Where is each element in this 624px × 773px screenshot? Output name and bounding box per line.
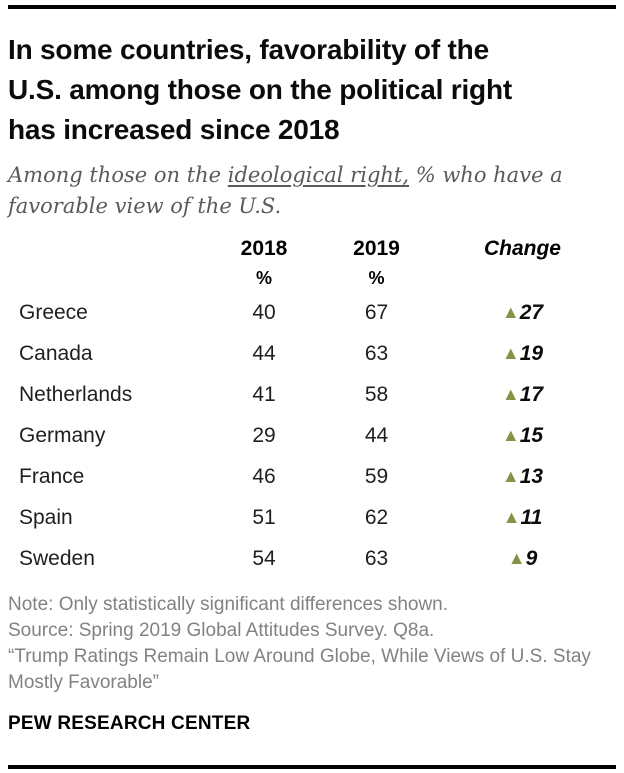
change-cell: ▲17 — [439, 383, 606, 407]
chart-card: In some countries, favorability of the U… — [0, 5, 624, 773]
country-label: Germany — [19, 423, 106, 447]
note-text: Note: Only statistically significant dif… — [8, 594, 449, 615]
subtitle-prefix: Among those on the — [8, 163, 228, 187]
page-title: In some countries, favorability of the U… — [8, 34, 512, 145]
table-row: Canada 44 63 ▲19 — [19, 333, 606, 374]
value-2019: 63 — [364, 546, 389, 570]
value-2018: 41 — [252, 382, 276, 406]
bottom-divider — [8, 765, 616, 769]
change-cell: ▲15 — [439, 424, 606, 448]
change-value: 19 — [519, 341, 544, 365]
country-label: Greece — [19, 300, 88, 324]
column-header-change: Change — [483, 237, 561, 260]
table-row: Germany 29 44 ▲15 — [19, 415, 606, 456]
table-row: Spain 51 62 ▲11 — [19, 497, 606, 538]
value-2018: 54 — [252, 546, 276, 570]
change-value: 9 — [525, 546, 538, 570]
source-text: Source: Spring 2019 Global Attitudes Sur… — [8, 620, 435, 641]
up-triangle-icon: ▲ — [501, 342, 520, 363]
table-row: Sweden 54 63 ▲9 — [19, 538, 606, 579]
country-label: Canada — [19, 341, 93, 365]
change-value: 13 — [519, 464, 544, 488]
change-cell: ▲19 — [439, 342, 606, 366]
change-value: 27 — [519, 300, 544, 324]
chart-footer: Note: Only statistically significant dif… — [8, 592, 616, 735]
country-label: Spain — [19, 505, 73, 529]
unit-label-2018: % — [255, 267, 272, 288]
value-2018: 40 — [252, 300, 276, 324]
top-divider — [8, 5, 616, 9]
value-2019: 59 — [364, 464, 389, 488]
value-2019: 67 — [364, 300, 389, 324]
up-triangle-icon: ▲ — [501, 301, 520, 322]
up-triangle-icon: ▲ — [501, 383, 520, 404]
report-title-text: “Trump Ratings Remain Low Around Globe, … — [8, 646, 591, 693]
pew-research-center-logo: PEW RESEARCH CENTER — [8, 713, 251, 734]
value-2018: 51 — [252, 505, 276, 529]
subtitle-suffix: % who have a favorable view of the U.S. — [8, 163, 563, 218]
value-2019: 58 — [364, 382, 389, 406]
value-2018: 29 — [252, 423, 276, 447]
change-cell: ▲13 — [439, 465, 606, 489]
table-header-row: 2018 2019 Change — [19, 234, 606, 264]
up-triangle-icon: ▲ — [507, 547, 526, 568]
unit-label-2019: % — [368, 267, 385, 288]
up-triangle-icon: ▲ — [501, 424, 520, 445]
change-cell: ▲11 — [439, 506, 606, 530]
value-2018: 44 — [252, 341, 276, 365]
change-value: 11 — [520, 505, 543, 529]
chart-subtitle: Among those on the ideological right, % … — [8, 160, 616, 222]
table-row: Netherlands 41 58 ▲17 — [19, 374, 606, 415]
up-triangle-icon: ▲ — [502, 506, 521, 527]
country-label: Netherlands — [19, 382, 133, 406]
subtitle-underlined-term[interactable]: ideological right, — [227, 163, 410, 187]
change-cell: ▲9 — [439, 547, 606, 571]
up-triangle-icon: ▲ — [501, 465, 520, 486]
table-body: Greece 40 67 ▲27 Canada 44 63 ▲19 Netherlands 41 5… — [19, 292, 606, 579]
value-2019: 62 — [364, 505, 389, 529]
table-unit-row: % % — [19, 264, 606, 292]
value-2018: 46 — [252, 464, 276, 488]
value-2019: 44 — [364, 423, 389, 447]
column-header-2019: 2019 — [353, 237, 400, 260]
table-row: France 46 59 ▲13 — [19, 456, 606, 497]
value-2019: 63 — [364, 341, 389, 365]
country-label: Sweden — [19, 546, 95, 570]
country-label: France — [19, 464, 85, 488]
change-value: 15 — [519, 423, 544, 447]
column-header-2018: 2018 — [240, 237, 288, 260]
table-row: Greece 40 67 ▲27 — [19, 292, 606, 333]
change-value: 17 — [519, 382, 544, 406]
data-table: 2018 2019 Change % % Greece 40 67 ▲27 Canada… — [8, 234, 616, 579]
change-cell: ▲27 — [439, 301, 606, 325]
